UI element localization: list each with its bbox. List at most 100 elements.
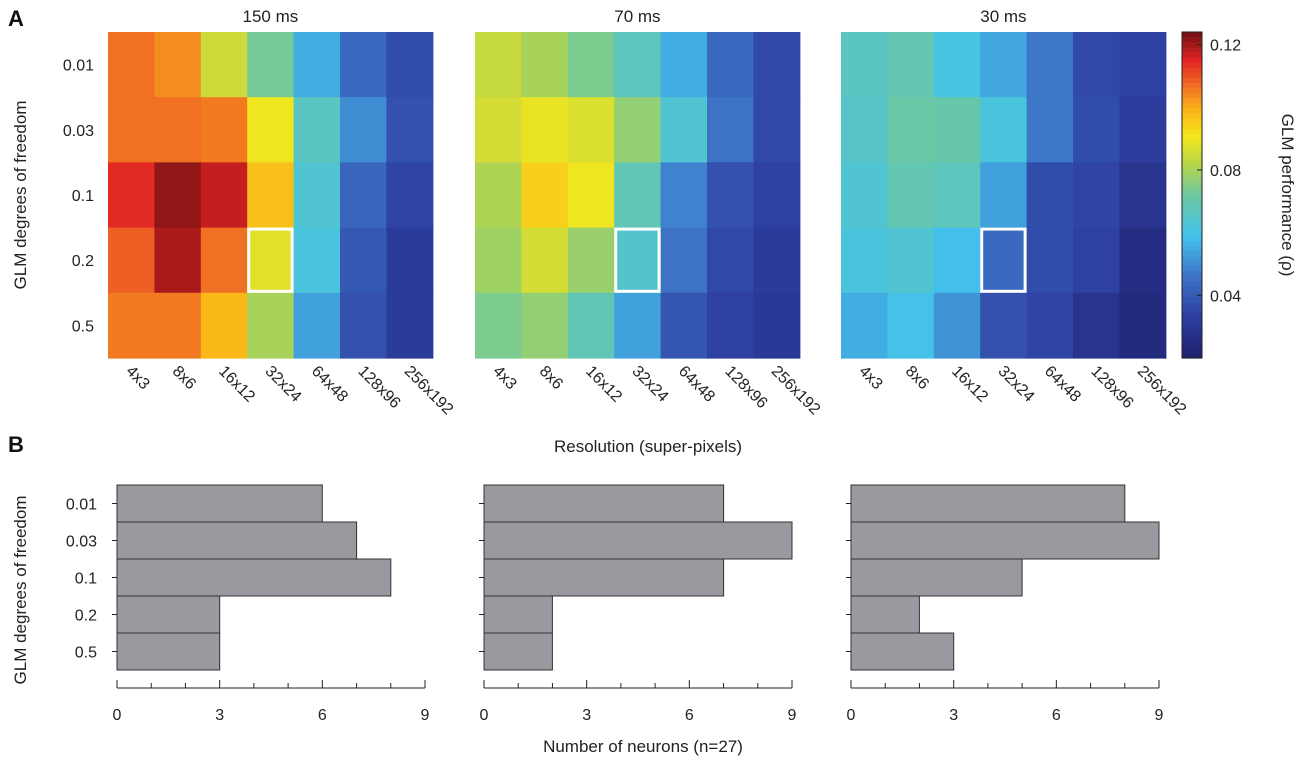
heatmap-cell [841, 32, 888, 98]
bar [850, 595, 920, 634]
heatmap-cell [1026, 32, 1074, 98]
colorbar-segment [1182, 240, 1202, 247]
highlight-box [247, 227, 294, 293]
heatmap-cell [980, 162, 1028, 229]
heatmap-cell [614, 227, 662, 294]
heatmap-cell [475, 292, 522, 359]
heatmap-cell [567, 32, 615, 98]
heatmap-cell [521, 227, 569, 294]
heatmap-cell [753, 292, 801, 359]
colorbar-segment [1182, 98, 1202, 104]
heatmap-cell [567, 162, 615, 229]
heatmap-cell [247, 162, 295, 229]
bar [483, 595, 553, 634]
heatmap-x-tick-label: 32x24 [262, 363, 305, 406]
heatmap-cell [521, 32, 569, 98]
colorbar-segment [1182, 159, 1202, 166]
heatmap-cell [567, 292, 615, 359]
heatmap-cell [247, 292, 295, 359]
heatmap-cell [1073, 162, 1120, 229]
heatmap-cell [980, 32, 1028, 98]
heatmap-cell [475, 227, 522, 294]
heatmap-cell [1119, 292, 1167, 359]
colorbar-segment [1182, 261, 1202, 267]
heatmap-x-tick-label: 256x192 [1134, 363, 1190, 419]
heatmap-cell [1026, 227, 1074, 294]
bar-x-tick-label: 3 [949, 707, 958, 724]
heatmap-cell [887, 162, 935, 229]
heatmap-x-tick-label: 256x192 [401, 363, 457, 419]
heatmap-cell [933, 97, 981, 163]
bar [116, 632, 221, 671]
heatmap-cell [614, 162, 662, 229]
heatmap-cell [108, 97, 155, 163]
heatmap-x-axis-label: Resolution (super-pixels) [554, 437, 742, 456]
colorbar-segment [1182, 72, 1202, 79]
colorbar-segment [1182, 317, 1202, 323]
colorbar-segment [1182, 352, 1202, 359]
colorbar-tick-label: 0.08 [1210, 163, 1241, 180]
heatmap-cell [340, 227, 387, 294]
heatmap-cell [1073, 227, 1120, 294]
heatmap-x-tick-label: 16x12 [582, 363, 625, 406]
heatmap-cell [887, 97, 935, 163]
bar-x-tick-label: 0 [480, 707, 489, 724]
heatmap-x-tick-label: 32x24 [995, 363, 1038, 406]
heatmap-cell [660, 97, 708, 163]
heatmap-cell [1119, 97, 1167, 163]
heatmap-y-tick-label: 0.2 [72, 253, 94, 270]
bar-y-axis-label: GLM degrees of freedom [11, 496, 30, 685]
colorbar-tick-label: 0.04 [1210, 288, 1241, 305]
bar-subplot-2: 0 3 6 9 [479, 484, 797, 724]
colorbar-segment [1182, 337, 1202, 344]
colorbar-segment [1182, 77, 1202, 84]
heatmap-cell [108, 227, 155, 294]
bar-x-axis-label: Number of neurons (n=27) [543, 737, 743, 756]
heatmap-cell [154, 292, 202, 359]
heatmap-cell [933, 32, 981, 98]
colorbar-segment [1182, 113, 1202, 120]
heatmap-cell [933, 162, 981, 229]
heatmap-cell [293, 292, 341, 359]
heatmap-cell [475, 32, 522, 98]
heatmap-x-tick-label: 8x6 [536, 363, 566, 393]
heatmap-x-tick-label: 16x12 [215, 363, 258, 406]
heatmap-1: 150 ms 0.01 0.03 0.1 0.2 0.5 4x3 8x6 16x12 32x24 6… [63, 7, 456, 418]
heatmap-x-tick-label: 16x12 [948, 363, 991, 406]
heatmap-cell [247, 227, 295, 294]
heatmap-cell [660, 162, 708, 229]
colorbar-segment [1182, 210, 1202, 216]
heatmap-x-tick-label: 8x6 [169, 363, 199, 393]
heatmap-cell [386, 97, 434, 163]
heatmap-cell [1073, 97, 1120, 163]
bar-chart-group: 0.01 0.03 0.1 0.2 0.5 0 3 6 9 0 3 6 9 0 3 6 9 [66, 484, 1164, 724]
bar-x-tick-label: 0 [113, 707, 122, 724]
heatmap-cell [247, 32, 295, 98]
heatmap-cell [707, 162, 754, 229]
colorbar-segment [1182, 37, 1202, 43]
heatmap-cell [293, 97, 341, 163]
highlight-box [980, 227, 1027, 293]
bar-x-tick-label: 6 [1052, 707, 1061, 724]
heatmap-cell [1119, 32, 1167, 98]
heatmap-cell [614, 32, 662, 98]
heatmap-cell [707, 32, 754, 98]
colorbar-segment [1182, 230, 1202, 237]
heatmap-cell [841, 97, 888, 163]
colorbar-segment [1182, 93, 1202, 99]
heatmap-cell [386, 32, 434, 98]
colorbar-segment [1182, 296, 1202, 303]
heatmap-cell [340, 97, 387, 163]
heatmap-cell [386, 292, 434, 359]
colorbar-segment [1182, 52, 1202, 59]
bar-x-tick-label: 3 [582, 707, 591, 724]
colorbar-segment [1182, 245, 1202, 252]
colorbar-segment [1182, 138, 1202, 145]
heatmap-y-tick-label: 0.03 [63, 123, 94, 140]
panel-letter-b: B [8, 432, 24, 457]
colorbar-segment [1182, 154, 1202, 160]
heatmap-x-tick-label: 4x3 [122, 363, 152, 393]
heatmap-cell [707, 292, 754, 359]
colorbar-segment [1182, 164, 1202, 171]
